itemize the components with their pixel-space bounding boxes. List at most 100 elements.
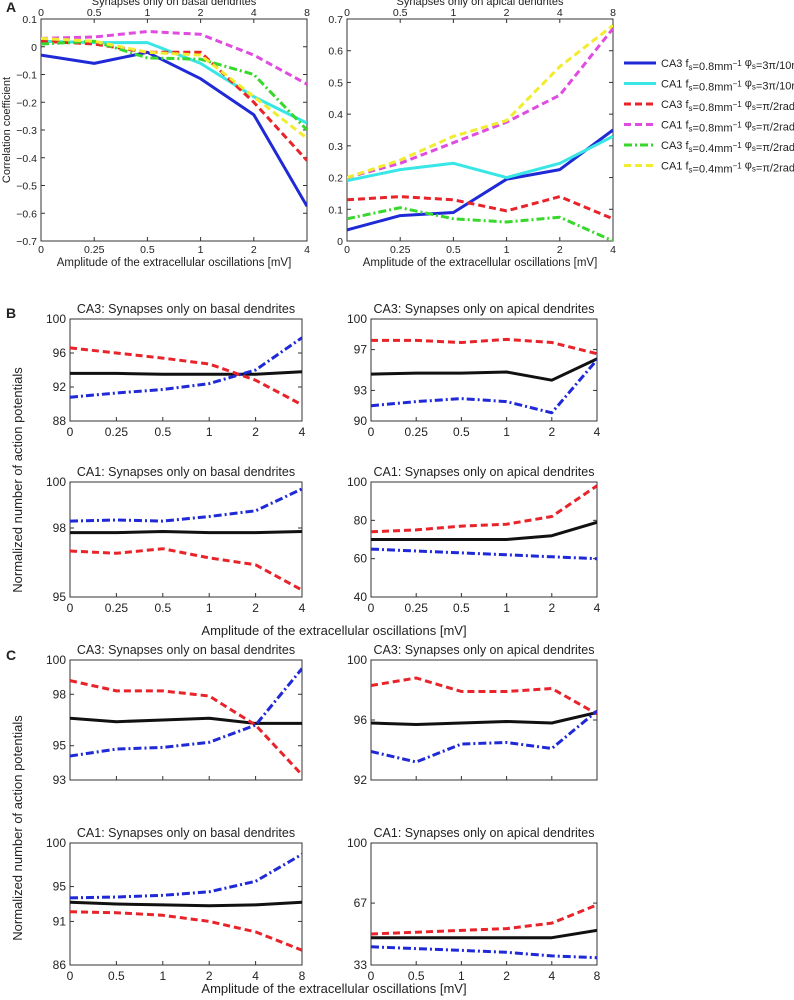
y-tick-label: 100 xyxy=(46,312,66,326)
y-tick-label: −0.5 xyxy=(16,181,37,193)
y-axis-label: Correlation coefficient xyxy=(1,77,13,183)
y-tick-label: 0 xyxy=(337,236,343,248)
top-tick-label: 0 xyxy=(344,7,350,19)
y-tick-label: 0.1 xyxy=(22,14,37,26)
chart-C2: CA3: Synapses only on apical dendrites 92… xyxy=(347,643,598,787)
series-line xyxy=(371,357,597,382)
series-line xyxy=(41,36,307,140)
x-tick-label: 0.5 xyxy=(154,425,171,439)
y-tick-label: 100 xyxy=(46,475,66,489)
series-line xyxy=(70,336,302,399)
y-tick-label: 0.4 xyxy=(328,109,343,121)
x-tick-label: 0 xyxy=(368,601,375,615)
top-tick-label: 0 xyxy=(38,7,44,19)
c-ylabel: Normalized number of action potentials xyxy=(10,715,25,941)
shared-labels: Normalized number of action potentials A… xyxy=(10,367,467,996)
legend: CA3 fs=0.8mm−1 φs=3π/10rad CA1 fs=0.8mm−1… xyxy=(624,57,794,176)
y-tick-label: 91 xyxy=(53,914,67,928)
series-line xyxy=(70,370,302,376)
series-line xyxy=(347,27,613,180)
y-tick-label: 0 xyxy=(31,42,37,54)
y-tick-label: 100 xyxy=(46,836,66,850)
chart-B4: CA1: Synapses only on apical dendrites40… xyxy=(347,465,601,615)
y-tick-label: 86 xyxy=(53,958,67,972)
chart-title: CA3: Synapses only on apical dendrites xyxy=(374,643,595,657)
plot-frame xyxy=(370,842,598,966)
x-tick-label: 0.25 xyxy=(405,601,429,615)
series-line xyxy=(371,711,597,726)
x-tick-label: 0.25 xyxy=(84,244,105,256)
series-line xyxy=(371,903,597,936)
top-tick-label: 1 xyxy=(144,7,150,19)
x-tick-label: 0.5 xyxy=(453,601,470,615)
y-tick-label: 0.6 xyxy=(328,46,343,58)
y-tick-label: 95 xyxy=(53,590,67,604)
series-line xyxy=(70,679,302,776)
legend-entry: CA1 fs=0.8mm−1 φs=3π/10rad xyxy=(661,78,794,94)
y-tick-label: 96 xyxy=(53,346,67,360)
x-tick-label: 2 xyxy=(251,244,257,256)
x-tick-label: 0.25 xyxy=(390,244,411,256)
b-xlabel: Amplitude of the extracellular oscillati… xyxy=(201,623,466,638)
top-axis-label: Synapses only on apical dendrites xyxy=(397,0,564,8)
panel-letter-b: B xyxy=(6,305,16,321)
x-tick-label: 0.25 xyxy=(105,601,129,615)
y-tick-label: 96 xyxy=(354,713,368,727)
legend-entry: CA3 fs=0.4mm−1 φs=π/2rad xyxy=(661,139,794,155)
x-tick-label: 4 xyxy=(252,969,259,983)
x-tick-label: 4 xyxy=(594,425,601,439)
series-line xyxy=(70,667,302,758)
series-line xyxy=(371,928,597,940)
top-tick-label: 1 xyxy=(450,7,456,19)
top-axis-label: Synapses only on basal dendrites xyxy=(92,0,257,8)
series-line xyxy=(70,547,302,592)
x-tick-label: 0 xyxy=(67,969,74,983)
x-tick-label: 0 xyxy=(67,425,74,439)
series-line xyxy=(371,676,597,716)
top-tick-label: 0.5 xyxy=(87,7,102,19)
chart-C3: CA1: Synapses only on basal dendrites 86 9… xyxy=(46,826,306,983)
y-tick-label: 98 xyxy=(53,521,67,535)
x-tick-label: 4 xyxy=(594,601,601,615)
series-line xyxy=(70,910,302,952)
x-tick-label: 0.5 xyxy=(140,244,155,256)
series-line xyxy=(70,716,302,725)
x-tick-label: 4 xyxy=(610,244,616,256)
y-tick-label: −0.6 xyxy=(16,208,37,220)
x-tick-label: 0 xyxy=(368,969,375,983)
y-tick-label: 60 xyxy=(354,552,368,566)
plot-frame xyxy=(69,318,303,422)
top-tick-label: 0.5 xyxy=(393,7,408,19)
x-tick-label: 1 xyxy=(504,244,510,256)
y-tick-label: −0.7 xyxy=(16,236,37,248)
y-tick-label: 67 xyxy=(354,896,368,910)
x-tick-label: 0 xyxy=(368,425,375,439)
panel-letters: A B C xyxy=(6,0,16,663)
x-tick-label: 1 xyxy=(503,601,510,615)
x-tick-label: 2 xyxy=(206,969,213,983)
y-tick-label: 40 xyxy=(354,590,368,604)
series-line xyxy=(371,484,597,534)
chart-B2: CA3: Synapses only on apical dendrites 90… xyxy=(347,302,601,439)
y-tick-label: 95 xyxy=(53,880,67,894)
y-tick-label: 90 xyxy=(354,414,368,428)
x-tick-label: 0 xyxy=(38,244,44,256)
chart-title: CA1: Synapses only on basal dendrites xyxy=(77,465,295,479)
x-tick-label: 0.5 xyxy=(154,601,171,615)
y-tick-label: 93 xyxy=(354,383,368,397)
x-tick-label: 1 xyxy=(206,601,213,615)
plot-frame xyxy=(370,318,598,422)
x-tick-label: 0.5 xyxy=(446,244,461,256)
y-tick-label: 100 xyxy=(347,836,367,850)
series-line xyxy=(347,128,613,232)
legend-entry: CA1 fs=0.4mm−1 φs=π/2rad xyxy=(661,160,794,176)
y-tick-label: 0.1 xyxy=(328,204,343,216)
series-line xyxy=(347,24,613,180)
series-line xyxy=(371,547,597,561)
x-tick-label: 0.5 xyxy=(453,425,470,439)
series-line xyxy=(347,134,613,183)
x-tick-label: 1 xyxy=(198,244,204,256)
x-tick-label: 2 xyxy=(252,425,259,439)
legend-entry: CA3 fs=0.8mm−1 φs=π/2rad xyxy=(661,98,794,114)
